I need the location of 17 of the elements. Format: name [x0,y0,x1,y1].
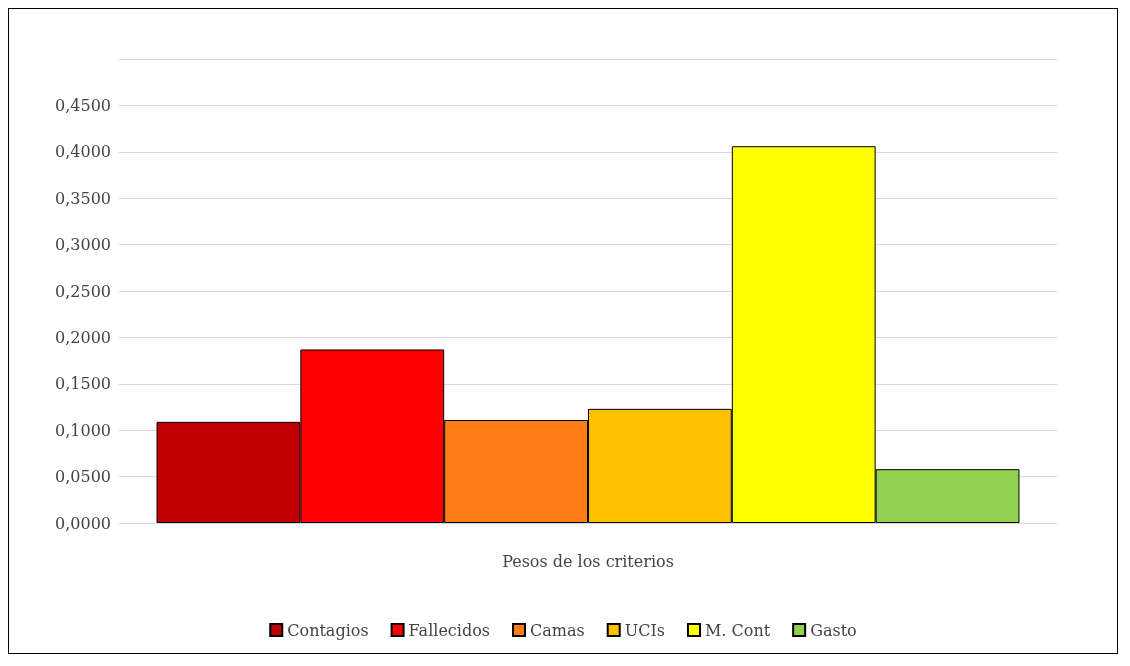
legend-label: M. Cont [704,620,771,640]
legend-label: UCIs [624,620,665,640]
y-tick-label: 0,2000 [55,327,111,347]
y-tick-label: 0,4500 [55,95,111,115]
y-tick-label: 0,3000 [55,235,111,255]
y-tick-label: 0,4000 [55,142,111,162]
y-tick-label: 0,1500 [55,374,111,394]
y-tick-label: 0,3500 [55,188,111,208]
legend-label: Camas [530,620,585,640]
y-tick-label: 0,0000 [55,513,111,533]
legend-label: Gasto [810,620,857,640]
legend-label: Contagios [287,620,369,640]
y-tick-label: 0,1000 [55,420,111,440]
legend-label: Fallecidos [408,620,491,640]
x-axis-title: Pesos de los criterios [502,551,674,571]
y-tick-label: 0,2500 [55,281,111,301]
y-tick-label: 0,0500 [55,467,111,487]
